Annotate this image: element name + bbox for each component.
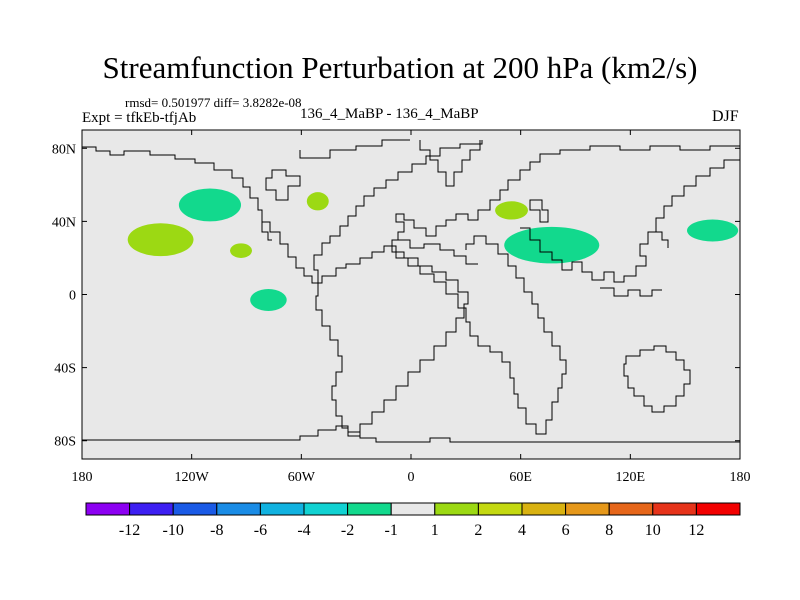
y-axis: 80N 40N 0 40S 80S — [52, 142, 740, 450]
anomaly-region-0 — [178, 188, 242, 222]
colorbar-box — [85, 502, 131, 516]
map-plot-area — [82, 130, 740, 459]
colorbar-label: 10 — [645, 522, 661, 539]
map-title: Streamfunction Perturbation at 200 hPa (… — [102, 50, 698, 85]
y-tick-label: 80S — [54, 435, 76, 450]
colorbar-label: -10 — [163, 522, 184, 539]
rmsd-stats: rmsd= 0.501977 diff= 3.8282e-08 — [125, 95, 302, 110]
y-tick-label: 0 — [69, 289, 76, 304]
colorbar-label: 12 — [688, 522, 704, 539]
colorbar-box — [477, 502, 523, 516]
case-label: 136_4_MaBP - 136_4_MaBP — [300, 106, 479, 122]
coast-south-america — [315, 245, 469, 437]
colorbar-box — [259, 502, 305, 516]
coast-hudson-bay — [265, 169, 301, 201]
colorbar-box — [608, 502, 654, 516]
coast-arctic-islands — [299, 139, 410, 159]
colorbar-box — [216, 502, 261, 516]
colorbar-box — [565, 502, 610, 516]
anomaly-region-3 — [230, 243, 252, 258]
coast-south-asia — [520, 159, 740, 283]
colorbar-box — [434, 502, 479, 516]
coast-indonesia — [600, 287, 662, 297]
coast-north-america — [82, 140, 483, 284]
colorbar-box — [172, 502, 218, 516]
coastlines — [82, 139, 740, 443]
x-tick-label: 0 — [408, 470, 415, 485]
colorbar-label: -1 — [385, 522, 398, 539]
experiment-label: Expt = tfkEb-tfjAb — [82, 110, 197, 126]
anomaly-region-7 — [686, 219, 739, 242]
season-label: DJF — [712, 108, 739, 125]
colorbar-label: -6 — [254, 522, 267, 539]
colorbar-label: 2 — [474, 522, 482, 539]
colorbar-label: 8 — [605, 522, 613, 539]
x-tick-label: 180 — [72, 470, 93, 485]
anomaly-region-1 — [306, 192, 329, 211]
coast-australia — [623, 345, 691, 413]
coast-greenland — [419, 140, 481, 187]
colorbar-box — [652, 502, 697, 516]
colorbar-box — [521, 502, 567, 516]
colorbar-label: 1 — [431, 522, 439, 539]
colorbar-label: -2 — [341, 522, 354, 539]
x-tick-label: 60E — [509, 470, 532, 485]
coast-africa — [391, 235, 567, 435]
colorbar-label: -8 — [210, 522, 223, 539]
colorbar-label: 4 — [518, 522, 526, 539]
coast-japan — [656, 231, 669, 248]
colorbar: -12 -10 -8 -6 -4 -2 -1 1 2 4 6 8 10 12 — [85, 502, 741, 539]
anomaly-region-5 — [495, 201, 528, 220]
y-tick-label: 80N — [52, 142, 76, 157]
colorbar-label: 6 — [562, 522, 570, 539]
colorbar-label: -4 — [297, 522, 310, 539]
y-tick-label: 40N — [52, 215, 76, 230]
x-tick-label: 120E — [616, 470, 646, 485]
anomaly-region-6 — [504, 226, 600, 264]
y-tick-label: 40S — [54, 362, 76, 377]
x-tick-label: 60W — [288, 470, 316, 485]
x-tick-label: 180 — [730, 470, 751, 485]
colorbar-box — [347, 502, 392, 516]
coast-baja — [261, 222, 272, 241]
colorbar-box — [129, 502, 174, 516]
coast-eurasia — [395, 145, 740, 265]
anomaly-region-4 — [250, 289, 287, 311]
colorbar-box — [695, 502, 741, 516]
anomaly-layer — [127, 188, 739, 311]
colorbar-label: -12 — [119, 522, 140, 539]
x-axis: 180 120W 60W 0 60E 120E 180 — [72, 130, 751, 485]
colorbar-box — [390, 502, 436, 516]
coast-antarctica — [82, 425, 740, 443]
coast-caspian — [529, 199, 549, 223]
colorbar-box — [303, 502, 349, 516]
anomaly-region-2 — [127, 223, 194, 257]
x-tick-label: 120W — [175, 470, 210, 485]
